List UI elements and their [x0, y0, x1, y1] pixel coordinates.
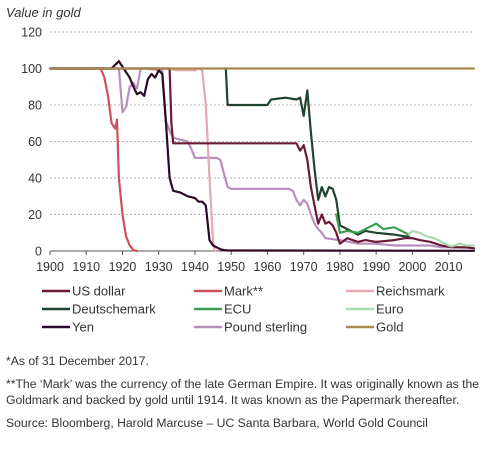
legend-label-pound-sterling: Pound sterling	[224, 320, 307, 335]
series-line-ecu	[335, 213, 410, 236]
legend-label-ecu: ECU	[224, 302, 251, 317]
as-of-note: *As of 31 December 2017.	[6, 354, 149, 368]
series-line-euro	[407, 229, 476, 248]
series-line-mark	[48, 67, 139, 253]
legend-label-reichsmark: Reichsmark	[376, 284, 445, 299]
x-tick-label: 2000	[398, 260, 426, 274]
x-tick-label: 1910	[72, 260, 100, 274]
series-line-us-dollar	[48, 67, 476, 250]
y-tick-label: 100	[21, 62, 42, 76]
y-tick-label: 80	[28, 99, 42, 113]
legend-label-gold: Gold	[376, 320, 403, 335]
legend-label-euro: Euro	[376, 302, 403, 317]
series-line-reichsmark	[135, 67, 216, 253]
chart: Value in gold 0 20 40 60 80 100 120 1900 1910 1920…	[6, 5, 476, 335]
legend-label-us-dollar: US dollar	[72, 284, 126, 299]
x-tick-label: 1920	[109, 260, 137, 274]
y-tick-label: 120	[21, 26, 42, 40]
y-tick-label: 0	[35, 245, 42, 259]
x-tick-label: 1990	[362, 260, 390, 274]
chart-notes: *As of 31 December 2017. **The ‘Mark’ wa…	[6, 353, 486, 431]
mark-footnote: **The ‘Mark’ was the currency of the lat…	[6, 377, 480, 407]
x-tick-label: 1980	[326, 260, 354, 274]
series-line-yen	[48, 60, 476, 252]
series-line-pound-sterling	[48, 67, 476, 250]
legend-label-deutschemark: Deutschemark	[72, 302, 156, 317]
x-tick-label: 1960	[254, 260, 282, 274]
x-tick-label: 1900	[36, 260, 64, 274]
x-tick-label: 1940	[181, 260, 209, 274]
x-tick-label: 2010	[435, 260, 463, 274]
y-tick-label: 20	[28, 208, 42, 222]
x-tick-label: 1970	[290, 260, 318, 274]
y-tick-label: 60	[28, 135, 42, 149]
series-line-deutschemark	[222, 67, 410, 238]
source-note: Source: Bloomberg, Harold Marcuse – UC S…	[6, 416, 428, 430]
y-axis-title: Value in gold	[6, 5, 81, 20]
x-tick-label: 1930	[145, 260, 173, 274]
legend-label-mark: Mark**	[224, 284, 263, 299]
y-tick-label: 40	[28, 172, 42, 186]
legend-label-yen: Yen	[72, 320, 94, 335]
x-tick-label: 1950	[217, 260, 245, 274]
